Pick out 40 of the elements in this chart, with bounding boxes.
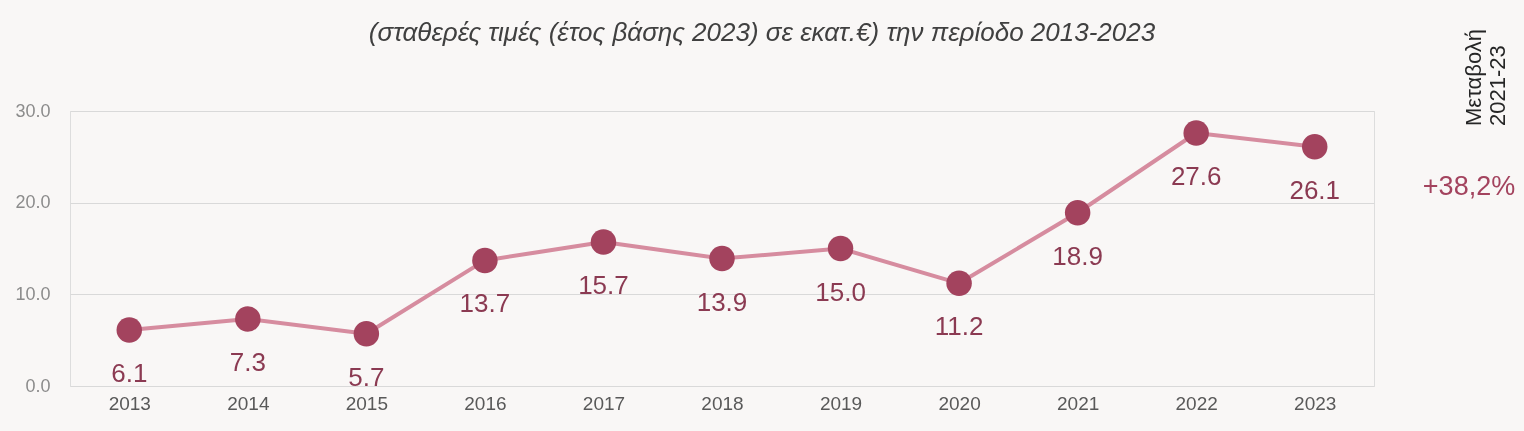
point [709, 245, 735, 272]
data-label: 13.7 [459, 288, 511, 319]
x-tick-label: 2019 [819, 392, 863, 414]
chart-title: (σταθερές τιμές (έτος βάσης 2023) σε εκατ.€) την περίοδο 2013-2023 [368, 17, 1156, 47]
data-label: 15.0 [815, 276, 866, 307]
data-label: 11.2 [934, 311, 984, 342]
text: +38,2% [1422, 171, 1516, 201]
data-label: 5.7 [348, 361, 385, 392]
y-tick-label: 30.0 [15, 100, 51, 121]
point [353, 321, 380, 347]
point [1183, 120, 1209, 146]
y-tick-label: 10.0 [15, 283, 51, 304]
point [1301, 134, 1328, 160]
x-tick-label: 2021 [1057, 392, 1100, 414]
point [116, 317, 143, 343]
x-tick-label: 2017 [582, 392, 626, 414]
x-tick-label: 2014 [227, 392, 270, 414]
y-tick-label: 0.0 [25, 375, 51, 396]
text: Μεταβολή 2021-23 [1461, 29, 1510, 126]
x-tick-label: 2015 [345, 392, 388, 414]
point [946, 270, 972, 297]
x-tick-label: 2022 [1175, 392, 1218, 414]
data-label: 15.7 [578, 270, 629, 301]
data-label: 26.1 [1289, 174, 1341, 205]
point [827, 235, 854, 262]
x-tick-label: 2020 [938, 392, 981, 414]
data-label: 27.6 [1170, 161, 1222, 191]
data-label: 6.1 [111, 358, 148, 389]
x-tick-label: 2018 [701, 392, 744, 414]
point [1064, 200, 1091, 226]
x-tick-label: 2023 [1294, 392, 1337, 414]
x-tick-label: 2013 [108, 392, 151, 414]
data-label: 7.3 [229, 347, 266, 378]
data-label: 13.9 [696, 286, 748, 317]
y-tick-label: 20.0 [15, 192, 51, 213]
point [235, 306, 261, 332]
x-tick-label: 2016 [464, 392, 507, 414]
data-label: 18.9 [1052, 240, 1103, 271]
point [472, 247, 498, 274]
point [590, 229, 617, 255]
